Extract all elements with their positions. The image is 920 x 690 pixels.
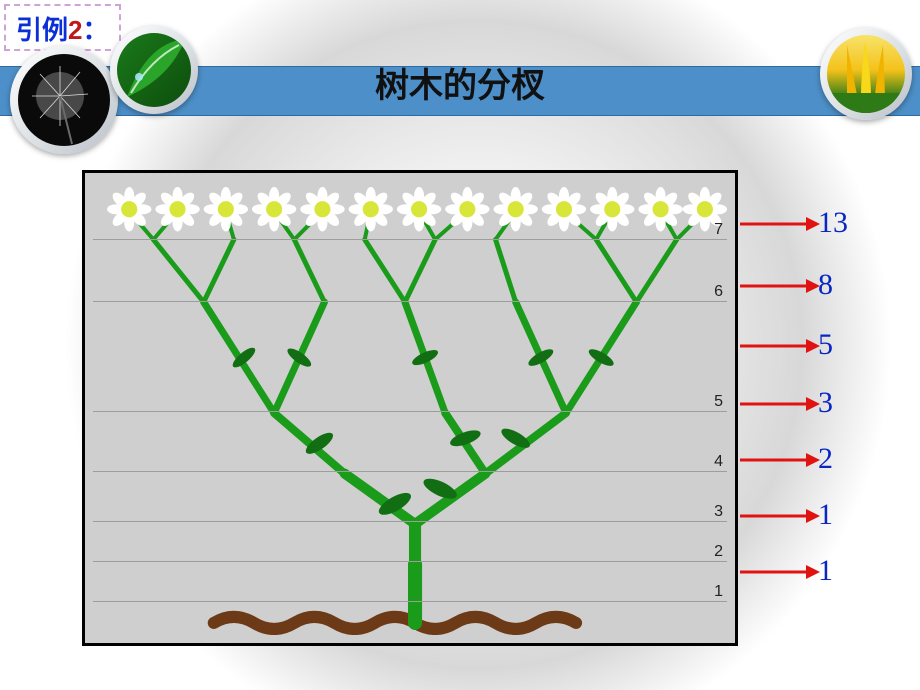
example-label-colon: ： xyxy=(82,15,108,45)
fibonacci-value: 2 xyxy=(818,442,833,476)
gridline xyxy=(93,601,727,602)
fibonacci-value: 5 xyxy=(818,328,833,362)
gridline xyxy=(93,561,727,562)
fibonacci-value: 13 xyxy=(818,206,848,240)
fibonacci-value: 1 xyxy=(818,554,833,588)
soil xyxy=(214,617,576,629)
fibonacci-value: 1 xyxy=(818,498,833,532)
level-number: 3 xyxy=(714,503,723,521)
flowers xyxy=(107,187,727,231)
figure-inner: 1 2 3 4 5 6 7 xyxy=(93,181,727,635)
level-number: 6 xyxy=(714,283,723,301)
gridline xyxy=(93,411,727,412)
tulip-icon xyxy=(827,35,905,113)
fibonacci-value: 8 xyxy=(818,268,833,302)
example-label-box: 引例2： xyxy=(4,4,121,51)
gridline xyxy=(93,471,727,472)
level-number: 1 xyxy=(714,583,723,601)
slide: 引例2： 树木的分杈 xyxy=(0,0,920,690)
fibonacci-value: 3 xyxy=(818,386,833,420)
level-number: 7 xyxy=(714,221,723,239)
leaf-medallion xyxy=(110,26,198,114)
example-label-cn: 引例 xyxy=(16,15,68,45)
level-number: 5 xyxy=(714,393,723,411)
gridline xyxy=(93,301,727,302)
tulip-medallion xyxy=(820,28,912,120)
example-label-num: 2 xyxy=(68,15,82,45)
level-number: 2 xyxy=(714,543,723,561)
leaves xyxy=(230,345,616,519)
gridline xyxy=(93,521,727,522)
leaf-icon xyxy=(117,33,191,107)
level-number: 4 xyxy=(714,453,723,471)
tree-branching-figure: 1 2 3 4 5 6 7 xyxy=(82,170,738,646)
dandelion-icon xyxy=(18,54,110,146)
plant-svg xyxy=(93,181,727,635)
dandelion-medallion xyxy=(10,46,118,154)
gridline xyxy=(93,239,727,240)
